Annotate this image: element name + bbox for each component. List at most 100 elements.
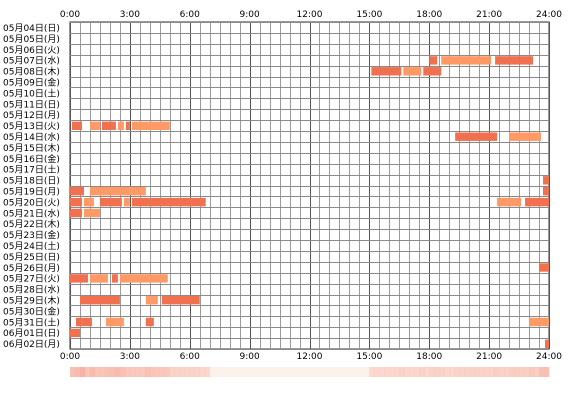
- summary-strip-cell: [509, 367, 515, 377]
- row-label: 05月19日(月): [3, 186, 60, 197]
- summary-strip-cell: [174, 367, 181, 377]
- row-label: 06月01日(日): [3, 328, 60, 339]
- summary-strip-cell: [464, 367, 470, 377]
- row-label: 05月16日(金): [3, 153, 60, 165]
- activity-bar: [89, 274, 108, 283]
- row-label: 05月25日(日): [3, 252, 60, 263]
- summary-strip-cell: [134, 367, 141, 377]
- summary-strip-cell: [469, 367, 475, 377]
- summary-strip-cell: [404, 367, 410, 377]
- summary-strip-cell: [70, 367, 76, 377]
- summary-strip-cell: [539, 367, 545, 377]
- tick-label-top: 9:00: [240, 10, 260, 20]
- summary-strip-cell: [534, 367, 540, 377]
- summary-strip-cell: [74, 367, 81, 377]
- row-label: 05月14日(水): [3, 131, 60, 143]
- tick-label-bottom: 21:00: [476, 352, 502, 362]
- summary-strip-cell: [189, 367, 196, 377]
- activity-bar: [403, 67, 422, 76]
- activity-bar: [145, 296, 158, 305]
- hour-ticks: 0:00 0:00 3:00 3:00 6:00 6:00 9:00 9:00 12:00 12:…: [60, 10, 562, 362]
- summary-strip-cell: [389, 367, 395, 377]
- activity-bar: [101, 121, 116, 130]
- summary-strip-cell: [79, 367, 86, 377]
- row-labels: 05月04日(日)05月05日(月)05月06日(火)05月07日(水)05月0…: [3, 23, 60, 350]
- activity-bar: [71, 121, 82, 130]
- activity-bar: [131, 197, 206, 207]
- activity-bar: [429, 56, 438, 65]
- tick-label-top: 12:00: [297, 10, 323, 20]
- activity-bar: [70, 274, 88, 283]
- activity-bar: [123, 197, 130, 207]
- tick-label-bottom: 24:00: [536, 352, 562, 362]
- summary-strip-cell: [154, 367, 161, 377]
- tick-label-bottom: 0:00: [60, 352, 80, 362]
- row-label: 05月20日(火): [3, 197, 60, 208]
- tick-label-top: 0:00: [60, 10, 80, 20]
- activity-bar: [83, 197, 94, 207]
- tick-label-bottom: 15:00: [356, 352, 382, 362]
- tick-label-top: 21:00: [476, 10, 502, 20]
- row-label: 05月07日(水): [3, 55, 60, 67]
- summary-strip-cell: [104, 367, 111, 377]
- activity-bars: [70, 56, 549, 348]
- summary-strip-cell: [439, 367, 445, 377]
- row-label: 05月15日(木): [3, 142, 60, 154]
- tick-label-top: 24:00: [536, 10, 562, 20]
- summary-strip-cell: [429, 367, 435, 377]
- activity-bar: [70, 208, 82, 218]
- activity-bar: [145, 317, 154, 327]
- summary-strip-cell: [434, 367, 440, 377]
- summary-strip-cell: [454, 367, 460, 377]
- summary-strip-cell: [414, 367, 420, 377]
- summary-strip-cell: [99, 367, 106, 377]
- row-label: 05月06日(火): [3, 45, 60, 56]
- summary-strip-cell: [479, 367, 485, 377]
- activity-bar: [105, 317, 124, 327]
- row-label: 05月17日(土): [3, 164, 60, 176]
- row-label: 05月11日(日): [3, 99, 60, 110]
- tick-label-bottom: 6:00: [180, 352, 200, 362]
- summary-strip-cell: [394, 367, 400, 377]
- row-label: 05月30日(金): [3, 305, 60, 317]
- summary-strip-cell: [184, 367, 191, 377]
- tick-label-bottom: 18:00: [416, 352, 442, 362]
- summary-strip-cell: [484, 367, 490, 377]
- summary-strip-cell: [494, 367, 500, 377]
- plot-area: [69, 21, 550, 350]
- activity-bar: [441, 56, 492, 65]
- tick-label-top: 3:00: [120, 10, 140, 20]
- row-label: 05月22日(木): [3, 218, 60, 230]
- summary-strip-cell: [384, 367, 390, 377]
- row-label: 05月31日(土): [3, 316, 60, 328]
- activity-bar: [497, 197, 522, 207]
- activity-bar: [79, 296, 120, 305]
- summary-strip-cell: [374, 367, 380, 377]
- tick-label-bottom: 3:00: [120, 352, 140, 362]
- summary-strip-cell: [424, 367, 430, 377]
- row-label: 05月09日(金): [3, 76, 60, 88]
- summary-strip-cell: [524, 367, 530, 377]
- row-label: 05月10日(土): [3, 87, 60, 99]
- row-label: 05月29日(木): [3, 294, 60, 306]
- row-label: 05月05日(月): [3, 34, 60, 45]
- activity-bar: [117, 121, 124, 130]
- summary-strip-cell: [159, 367, 166, 377]
- activity-bar: [545, 339, 549, 348]
- activity-bar: [543, 176, 549, 185]
- summary-strip-cell: [169, 367, 176, 377]
- activity-bar: [125, 121, 130, 130]
- summary-strip-cell: [129, 367, 136, 377]
- row-label: 05月12日(月): [3, 110, 60, 121]
- summary-strip-cell: [84, 367, 91, 377]
- chart-grid: [69, 21, 550, 350]
- activity-bar: [543, 187, 549, 196]
- summary-strip-cell: [149, 367, 156, 377]
- summary-strip-cell: [499, 367, 505, 377]
- activity-bar: [371, 67, 402, 76]
- row-label: 05月23日(金): [3, 229, 60, 241]
- summary-strip-cell: [489, 367, 495, 377]
- summary-strip-cell: [139, 367, 146, 377]
- summary-strip-cell: [504, 367, 510, 377]
